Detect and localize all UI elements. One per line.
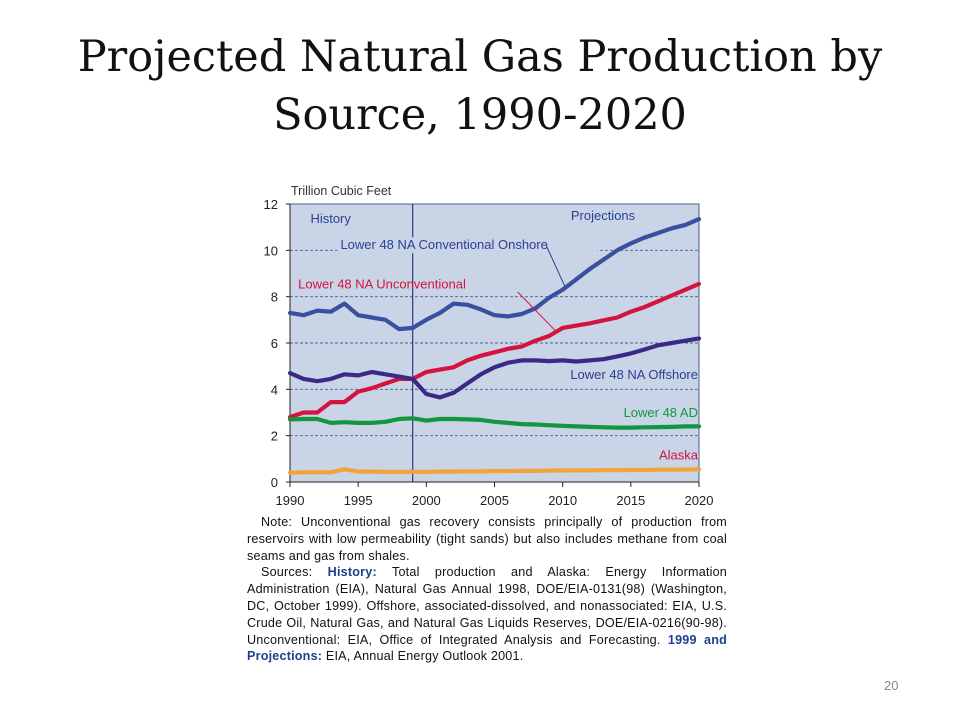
- series-line-alaska: [287, 467, 702, 475]
- y-tick-label: 2: [271, 429, 278, 444]
- slide-title: Projected Natural Gas Production by Sour…: [0, 28, 960, 144]
- slide-title-line-2: Source, 1990-2020: [273, 90, 687, 140]
- sources-prefix: Sources:: [261, 565, 328, 580]
- y-tick-label: 8: [271, 290, 278, 305]
- x-tick-label: 2020: [685, 493, 714, 508]
- y-tick-label: 0: [271, 475, 278, 490]
- slide-title-line-1: Projected Natural Gas Production by: [77, 32, 883, 82]
- label-bg-onshore: [337, 237, 598, 254]
- x-tick-label: 2005: [480, 493, 509, 508]
- series-label-conventional-onshore: Lower 48 NA Conventional Onshore: [340, 237, 547, 252]
- note-paragraph: Note: Unconventional gas recovery consis…: [247, 515, 727, 563]
- page-number: 20: [884, 678, 899, 693]
- x-tick-label: 1990: [276, 493, 305, 508]
- sources-projections-label: 1999 and Projections:: [247, 632, 727, 664]
- x-tick-label: 2010: [548, 493, 577, 508]
- chart-notes: Note: Unconventional gas recovery consis…: [247, 514, 727, 665]
- series-label-alaska: Alaska: [659, 448, 699, 463]
- y-tick-label: 12: [264, 197, 278, 212]
- sources-history-text: Total production and Alaska: Energy Info…: [247, 565, 728, 647]
- history-label: History: [310, 211, 351, 226]
- series-line-ad: [287, 416, 702, 430]
- series-label-unconventional: Lower 48 NA Unconventional: [298, 277, 466, 292]
- y-tick-label: 6: [271, 336, 278, 351]
- series-label-ad: Lower 48 AD: [624, 405, 698, 420]
- sources-paragraph: Sources: History: Total production and A…: [247, 564, 727, 665]
- y-axis-title: Trillion Cubic Feet: [291, 184, 392, 198]
- series-label-offshore: Lower 48 NA Offshore: [570, 367, 698, 382]
- y-tick-label: 4: [271, 382, 278, 397]
- x-tick-label: 2015: [616, 493, 645, 508]
- x-tick-label: 1995: [344, 493, 373, 508]
- pointer-unconventional: [517, 291, 558, 333]
- projections-label: Projections: [571, 208, 636, 223]
- series-line-conventional_onshore: [287, 216, 702, 332]
- sources-projections-text: EIA, Annual Energy Outlook 2001.: [322, 649, 524, 664]
- y-tick-label: 10: [264, 243, 278, 258]
- x-tick-label: 2000: [412, 493, 441, 508]
- series-line-unconventional: [287, 281, 702, 420]
- gas-production-chart: 0 2 4 6 8 10 12 1990 1995 2000 2005 2010 2015 2020 Tri…: [264, 184, 714, 508]
- pointer-onshore: [545, 245, 566, 288]
- series-line-offshore: [287, 336, 702, 400]
- sources-history-label: History:: [327, 565, 377, 580]
